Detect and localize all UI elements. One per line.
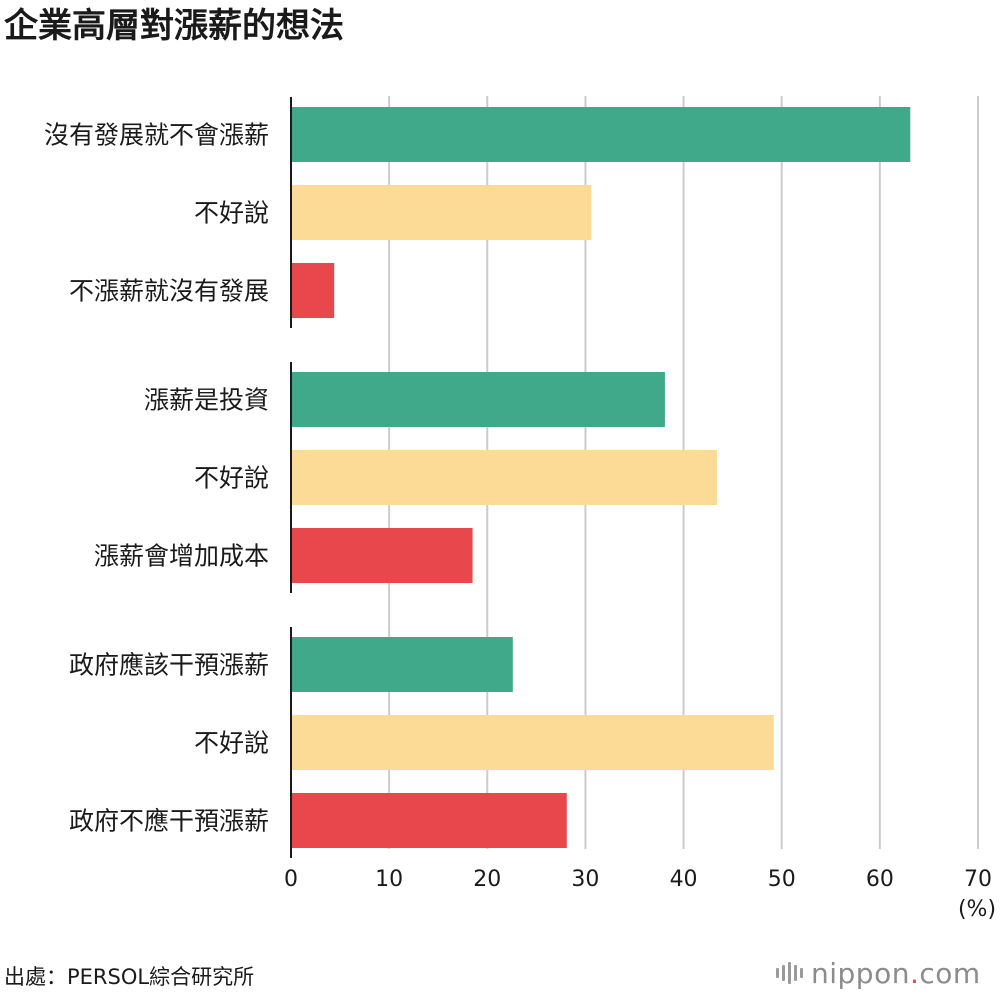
category-label: 漲薪是投資 — [144, 386, 269, 415]
source-note: 出處：PERSOL綜合研究所 — [4, 965, 255, 989]
unit-label: (%) — [958, 897, 996, 922]
brand-prefix: nippon — [811, 956, 910, 990]
category-label: 不好說 — [194, 199, 269, 228]
bar — [291, 372, 665, 427]
brand-logo: nippon.com — [776, 955, 981, 991]
category-label: 政府不應干預漲薪 — [69, 807, 269, 836]
category-label: 政府應該干預漲薪 — [69, 651, 269, 680]
category-label: 不好說 — [194, 464, 269, 493]
category-label: 不漲薪就沒有發展 — [69, 277, 269, 306]
bar — [291, 528, 473, 583]
x-tick-label: 60 — [866, 867, 894, 892]
chart-title: 企業高層對漲薪的想法 — [4, 6, 344, 46]
bars — [291, 107, 911, 848]
bar — [291, 715, 774, 770]
bar — [291, 637, 513, 692]
x-tick-label: 50 — [768, 867, 796, 892]
bar — [291, 263, 335, 318]
category-label: 不好說 — [194, 729, 269, 758]
x-tick-label: 70 — [964, 867, 992, 892]
category-labels: 沒有發展就不會漲薪不好說不漲薪就沒有發展漲薪是投資不好說漲薪會增加成本政府應該干… — [44, 121, 269, 836]
brand-suffix: com — [919, 956, 981, 990]
category-label: 沒有發展就不會漲薪 — [44, 121, 269, 150]
bar — [291, 107, 911, 162]
x-tick-label: 0 — [284, 867, 298, 892]
bar — [291, 185, 592, 240]
x-tick-label: 10 — [375, 867, 403, 892]
x-tick-label: 30 — [571, 867, 599, 892]
brand-text: nippon.com — [811, 957, 981, 990]
x-tick-label: 20 — [473, 867, 501, 892]
tick-labels: 0 10 20 30 40 50 60 70 — [284, 867, 992, 892]
bar — [291, 450, 717, 505]
brand-dot: . — [909, 956, 920, 990]
x-tick-label: 40 — [670, 867, 698, 892]
brand-bars-icon — [776, 962, 803, 984]
category-label: 漲薪會增加成本 — [94, 542, 269, 571]
bar — [291, 793, 567, 848]
